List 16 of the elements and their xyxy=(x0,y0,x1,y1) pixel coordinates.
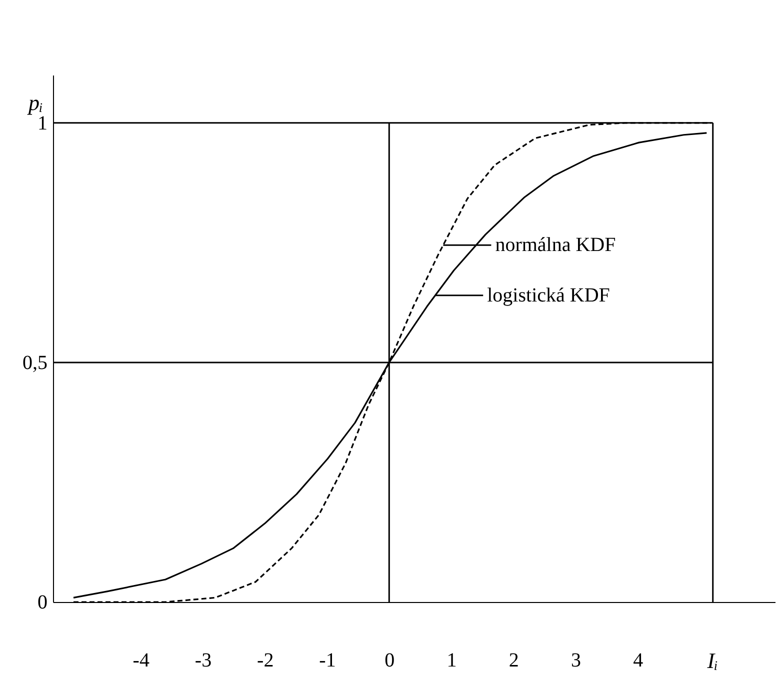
x-tick-label: 3 xyxy=(571,650,582,672)
x-axis-title: Iᵢ xyxy=(706,648,718,673)
annotation: logistická KDF xyxy=(487,284,610,306)
y-tick-label: 1 xyxy=(38,112,48,134)
x-tick-label: 2 xyxy=(508,650,519,672)
x-tick-label: 4 xyxy=(633,650,644,672)
x-tick-label: -2 xyxy=(257,650,274,672)
y-axis-title: pᵢ xyxy=(26,90,43,115)
y-tick-label: 0 xyxy=(38,592,48,614)
annotation: normálna KDF xyxy=(495,234,616,256)
x-tick-label: -3 xyxy=(194,650,212,672)
x-tick-label: 1 xyxy=(446,650,457,672)
y-tick-label: 0,5 xyxy=(22,352,48,374)
x-tick-label: 0 xyxy=(384,650,395,672)
x-tick-label: -4 xyxy=(132,650,150,672)
x-tick-label: -1 xyxy=(319,650,336,672)
